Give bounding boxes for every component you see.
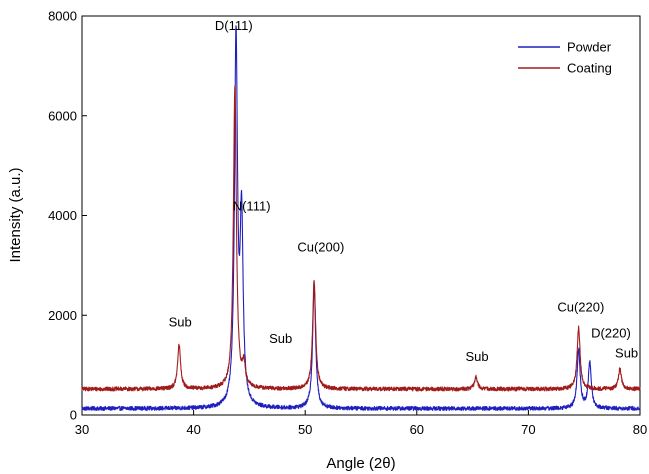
legend-label-powder: Powder — [567, 40, 612, 55]
peak-annotation: Sub — [615, 346, 638, 361]
peak-annotation: Sub — [269, 331, 292, 346]
y-tick-label: 2000 — [48, 308, 77, 323]
series-group — [81, 25, 641, 411]
y-tick-label: 8000 — [48, 9, 77, 24]
x-tick-label: 60 — [410, 422, 424, 437]
y-axis-title: Intensity (a.u.) — [7, 167, 24, 262]
x-tick-label: 50 — [298, 422, 312, 437]
series-line-powder — [81, 25, 641, 411]
peak-annotation: Sub — [465, 349, 488, 364]
x-axis: 30 40 50 60 70 80 — [75, 410, 647, 437]
x-tick-label: 30 — [75, 422, 89, 437]
legend: Powder Coating — [518, 40, 612, 76]
peak-annotation: Cu(220) — [557, 299, 604, 314]
peak-annotation: Sub — [169, 315, 192, 330]
y-tick-label: 4000 — [48, 208, 77, 223]
x-tick-label: 80 — [633, 422, 647, 437]
x-tick-label: 70 — [521, 422, 535, 437]
x-axis-title: Angle (2θ) — [326, 455, 395, 472]
x-tick-label: 40 — [186, 422, 200, 437]
y-tick-label: 0 — [70, 408, 77, 423]
annotations: D(111) N(111) Cu(200) Sub Sub Sub Cu(220) D(220… — [169, 18, 639, 364]
y-tick-label: 6000 — [48, 108, 77, 123]
peak-annotation: D(220) — [591, 326, 631, 341]
peak-annotation: Cu(200) — [297, 239, 344, 254]
plot-frame — [81, 15, 641, 416]
y-axis: 0 2000 4000 6000 8000 — [48, 9, 87, 423]
peak-annotation: D(111) — [215, 18, 253, 33]
series-line-coating — [81, 85, 641, 392]
plot-border — [81, 15, 641, 416]
peak-annotation: N(111) — [233, 199, 271, 214]
legend-label-coating: Coating — [567, 61, 612, 76]
